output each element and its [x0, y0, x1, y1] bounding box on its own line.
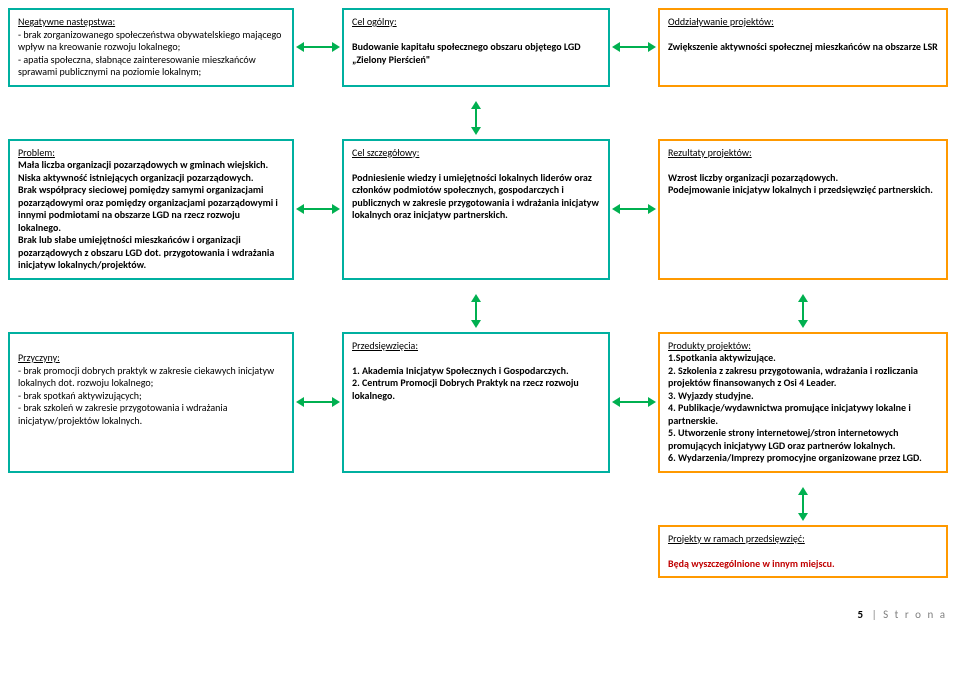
box-cel-szczegolowy: Cel szczegółowy: Podniesienie wiedzy i u… [342, 139, 610, 280]
arrow-r1-a [294, 8, 342, 87]
spacer [8, 525, 658, 579]
body: Mała liczba organizacji pozarządowych w … [18, 158, 278, 271]
arrow-r3-b [610, 332, 658, 473]
row-middle: Problem: Mała liczba organizacji pozarzą… [8, 139, 951, 280]
arrow-v-center-2 [469, 294, 483, 328]
body: Zwiększenie aktywności społecznej mieszk… [668, 40, 938, 53]
body: - brak promocji dobrych praktyk w zakres… [18, 364, 274, 427]
page-label: | [872, 608, 879, 621]
body: - brak zorganizowanego społeczeństwa oby… [18, 28, 281, 79]
arrow-v-center-1 [469, 101, 483, 135]
arrow-r2-a [294, 139, 342, 280]
spacer [8, 101, 469, 135]
body: Podniesienie wiedzy i umiejętności lokal… [352, 171, 599, 222]
box-projekty-ramach: Projekty w ramach przedsięwzięć: Będą wy… [658, 525, 948, 579]
arrow-r3-a [294, 332, 342, 473]
box-negatywne-nastepstwa: Negatywne następstwa: - brak zorganizowa… [8, 8, 294, 87]
title: Cel ogólny: [352, 16, 600, 29]
box-przyczyny: Przyczyny: - brak promocji dobrych prakt… [8, 332, 294, 473]
row-top: Negatywne następstwa: - brak zorganizowa… [8, 8, 951, 87]
page-word: S t r o n a [883, 608, 947, 621]
box-problem: Problem: Mała liczba organizacji pozarzą… [8, 139, 294, 280]
body: Budowanie kapitału społecznego obszaru o… [352, 40, 581, 66]
title: Rezultaty projektów: [668, 147, 938, 160]
box-przedsiewziecia: Przedsięwzięcia: 1. Akademia Inicjatyw S… [342, 332, 610, 473]
body: 1.Spotkania aktywizujące. 2. Szkolenia z… [668, 351, 922, 464]
arrow-v-right-2 [796, 294, 810, 328]
title: Przedsięwzięcia: [352, 340, 600, 353]
v-connector-1 [8, 101, 951, 135]
spacer2 [483, 294, 796, 328]
spacer [8, 487, 796, 521]
body: Wzrost liczby organizacji pozarządowych.… [668, 171, 933, 197]
page-number: 5 [857, 608, 863, 621]
spacer [8, 294, 469, 328]
box-produkty: Produkty projektów: 1.Spotkania aktywizu… [658, 332, 948, 473]
arrow-r2-b [610, 139, 658, 280]
v-connector-3 [8, 487, 951, 521]
box-rezultaty: Rezultaty projektów: Wzrost liczby organ… [658, 139, 948, 280]
arrow-r1-b [610, 8, 658, 87]
page-footer: 5 | S t r o n a [8, 608, 951, 621]
v-connector-2 [8, 294, 951, 328]
row-extra: Projekty w ramach przedsięwzięć: Będą wy… [8, 525, 951, 579]
title: Projekty w ramach przedsięwzięć: [668, 533, 938, 546]
arrow-v-right-3 [796, 487, 810, 521]
box-cel-ogolny: Cel ogólny: Budowanie kapitału społeczne… [342, 8, 610, 87]
title: Oddziaływanie projektów: [668, 16, 938, 29]
box-oddzialywanie: Oddziaływanie projektów: Zwiększenie akt… [658, 8, 948, 87]
body: 1. Akademia Inicjatyw Społecznych i Gosp… [352, 364, 579, 402]
title: Cel szczegółowy: [352, 147, 600, 160]
row-bottom: Przyczyny: - brak promocji dobrych prakt… [8, 332, 951, 473]
body: Będą wyszczególnione w innym miejscu. [668, 557, 835, 570]
